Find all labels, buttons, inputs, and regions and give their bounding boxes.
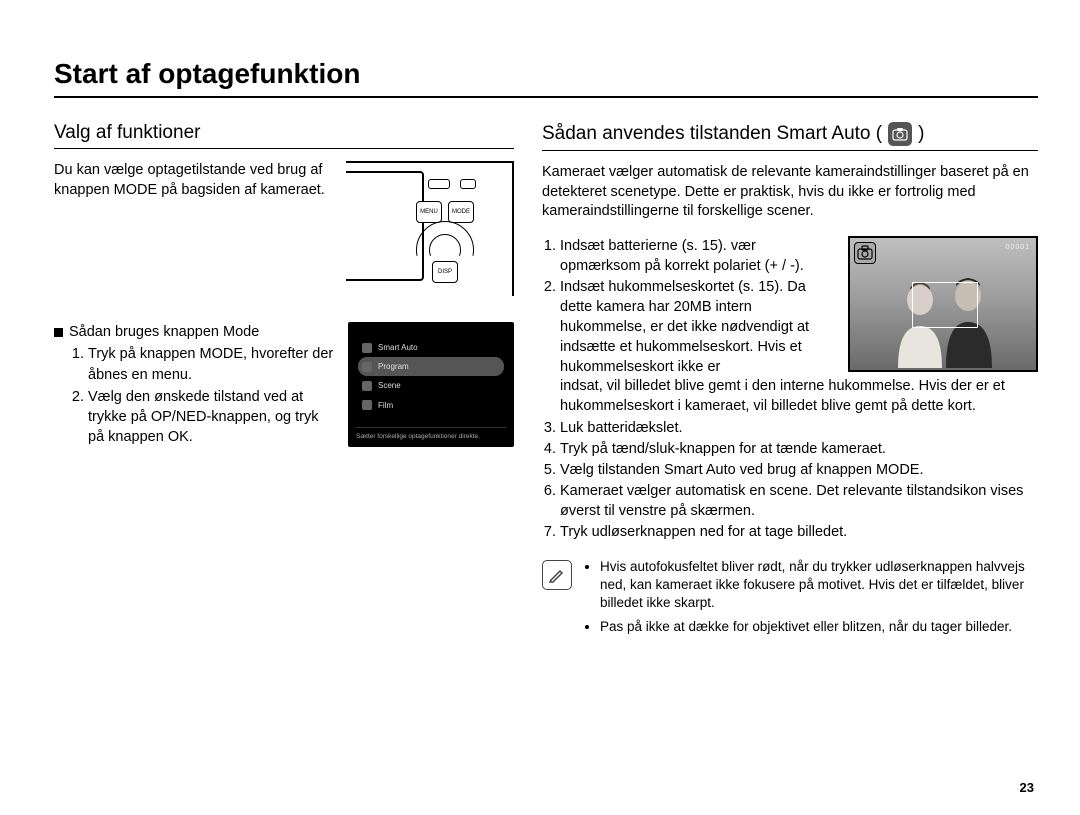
bullet-icon xyxy=(54,328,63,337)
content-columns: Valg af funktioner Du kan vælge optageti… xyxy=(54,122,1038,643)
right-step: Indsæt hukommelseskortet (s. 15). Da det… xyxy=(560,277,834,377)
right-heading-post: ) xyxy=(918,123,924,145)
left-column: Valg af funktioner Du kan vælge optageti… xyxy=(54,122,514,643)
right-heading: Sådan anvendes tilstanden Smart Auto ( ) xyxy=(542,122,1038,151)
right-heading-pre: Sådan anvendes tilstanden Smart Auto ( xyxy=(542,123,882,145)
mode-usage: Smart Auto Program Scene Film Sætter for… xyxy=(54,322,514,448)
focus-box xyxy=(912,282,978,328)
right-step: Indsæt batterierne (s. 15). vær opmærkso… xyxy=(560,236,834,276)
smartauto-icon xyxy=(362,343,372,353)
mode-subheading: Sådan bruges knappen Mode xyxy=(69,324,259,340)
right-step: Kameraet vælger automatisk en scene. Det… xyxy=(560,481,1038,521)
menu-item: Scene xyxy=(378,380,401,391)
menu-item: Smart Auto xyxy=(378,342,418,353)
sample-photo: 00001 xyxy=(848,236,1038,372)
camera-back-diagram: MENU MODE DISP xyxy=(346,161,514,296)
diagram-mode-button: MODE xyxy=(448,201,474,223)
note-icon xyxy=(542,560,572,590)
scene-icon xyxy=(362,381,372,391)
step2-continuation: indsat, vil billedet blive gemt i den in… xyxy=(560,376,1038,416)
note-list: Hvis autofokusfeltet bliver rødt, når du… xyxy=(600,558,1038,643)
page-number: 23 xyxy=(1020,780,1034,795)
menu-item: Film xyxy=(378,400,393,411)
left-heading: Valg af funktioner xyxy=(54,122,514,149)
right-column: Sådan anvendes tilstanden Smart Auto ( )… xyxy=(542,122,1038,643)
diagram-menu-button: MENU xyxy=(416,201,442,223)
page-title: Start af optagefunktion xyxy=(54,58,1038,98)
film-icon xyxy=(362,400,372,410)
mode-menu-screenshot: Smart Auto Program Scene Film Sætter for… xyxy=(348,322,514,447)
right-steps-top: Indsæt batterierne (s. 15). vær opmærkso… xyxy=(542,236,834,378)
mode-indicator-icon xyxy=(854,242,876,264)
note-item: Hvis autofokusfeltet bliver rødt, når du… xyxy=(600,558,1038,613)
right-step: Tryk på tænd/sluk-knappen for at tænde k… xyxy=(560,439,1038,459)
diagram-disp-button: DISP xyxy=(432,261,458,283)
right-step: Vælg tilstanden Smart Auto ved brug af k… xyxy=(560,460,1038,480)
right-steps-cont: indsat, vil billedet blive gemt i den in… xyxy=(542,376,1038,542)
note-box: Hvis autofokusfeltet bliver rødt, når du… xyxy=(542,558,1038,643)
right-step: Tryk udløserknappen ned for at tage bill… xyxy=(560,522,1038,542)
photo-counter: 00001 xyxy=(1006,244,1030,251)
right-step: Luk batteridækslet. xyxy=(560,418,1038,438)
left-intro: Du kan vælge optagetilstande ved brug af… xyxy=(54,161,332,296)
right-intro: Kameraet vælger automatisk de relevante … xyxy=(542,163,1038,222)
program-icon xyxy=(362,362,372,372)
menu-item: Program xyxy=(378,361,409,372)
note-item: Pas på ikke at dække for objektivet elle… xyxy=(600,618,1038,636)
smart-auto-icon xyxy=(888,122,912,146)
menu-desc: Sætter forskellige optagefunktioner dire… xyxy=(356,427,506,441)
